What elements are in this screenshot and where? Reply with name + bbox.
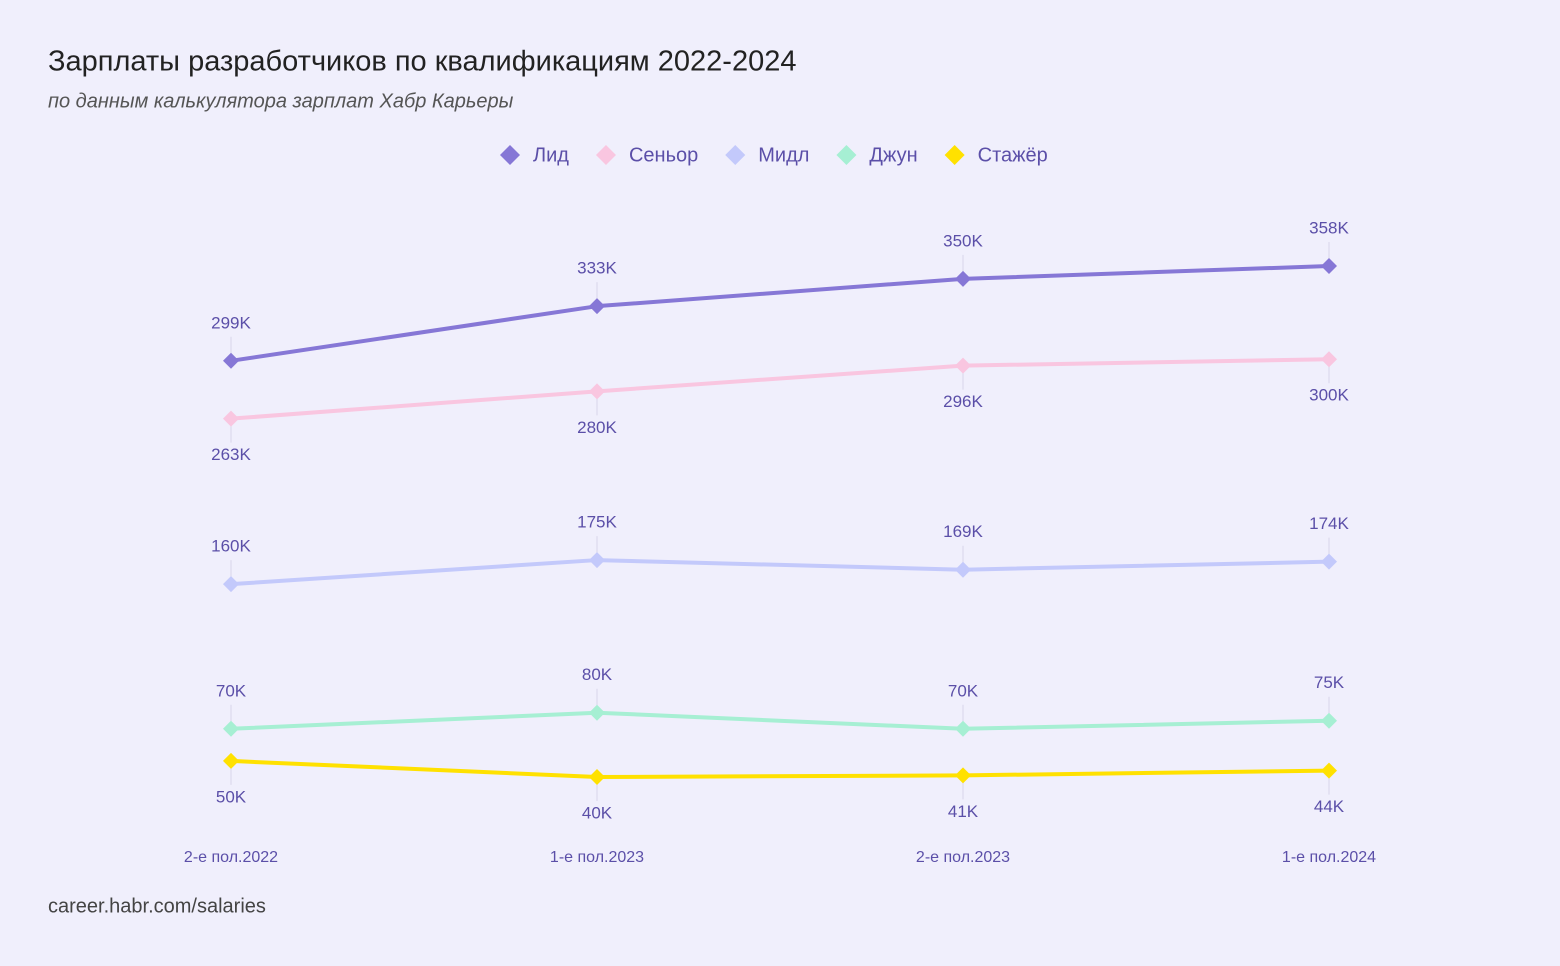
data-label: 169K: [943, 522, 983, 541]
point-marker: [955, 270, 971, 287]
x-tick-label: 1-е пол.2023: [550, 849, 644, 866]
data-label: 296K: [943, 392, 983, 411]
legend-label: Мидл: [758, 144, 809, 166]
data-label: 174K: [1309, 514, 1349, 533]
data-label: 358K: [1309, 218, 1349, 237]
legend-marker: [944, 145, 965, 165]
point-marker: [1321, 553, 1337, 570]
point-marker: [955, 357, 971, 374]
legend-marker: [595, 145, 616, 165]
data-label: 41K: [948, 802, 979, 821]
point-marker: [223, 410, 239, 427]
point-marker: [223, 576, 239, 593]
data-label: 50K: [216, 787, 247, 806]
point-marker: [1321, 712, 1337, 729]
x-tick-label: 1-е пол.2024: [1282, 849, 1376, 866]
point-marker: [223, 352, 239, 369]
legend-label: Джун: [869, 144, 917, 166]
x-tick-label: 2-е пол.2023: [916, 849, 1010, 866]
point-marker: [589, 704, 605, 721]
data-label: 40K: [582, 803, 613, 822]
data-label: 300K: [1309, 386, 1349, 405]
point-marker: [1321, 351, 1337, 368]
series-line: [230, 264, 1330, 363]
data-label: 350K: [943, 231, 983, 250]
source: career.habr.com/salaries: [48, 895, 266, 917]
point-marker: [223, 752, 239, 769]
legend-label: Стажёр: [978, 144, 1048, 166]
x-tick-label: 2-е пол.2022: [184, 849, 278, 866]
legend-marker: [725, 145, 746, 165]
legend-label: Сеньор: [629, 144, 698, 166]
data-label: 75K: [1314, 673, 1345, 692]
point-marker: [955, 767, 971, 784]
data-label: 280K: [577, 418, 617, 437]
data-label: 70K: [948, 681, 979, 700]
point-marker: [1321, 762, 1337, 779]
series-line: [230, 357, 1330, 421]
point-marker: [955, 720, 971, 737]
point-marker: [589, 769, 605, 785]
data-label: 299K: [211, 313, 251, 332]
data-label: 333K: [577, 259, 617, 278]
point-marker: [1321, 258, 1337, 274]
data-label: 70K: [216, 681, 247, 700]
legend-label: Лид: [533, 144, 569, 166]
data-label: 44K: [1314, 797, 1345, 816]
data-label: 263K: [211, 445, 251, 464]
point-marker: [589, 552, 605, 569]
series-line: [230, 758, 1330, 779]
legend-marker: [500, 145, 520, 165]
data-label: 175K: [577, 513, 617, 532]
point-marker: [955, 561, 971, 578]
point-marker: [589, 298, 605, 315]
data-label: 80K: [582, 665, 613, 684]
point-marker: [589, 383, 605, 400]
point-marker: [223, 720, 239, 737]
series-line: [230, 558, 1330, 587]
legend-marker: [836, 145, 857, 165]
series-line: [230, 710, 1330, 731]
chart-title: Зарплаты разработчиков по квалификациям …: [48, 46, 796, 78]
data-label: 160K: [211, 537, 251, 556]
chart-subtitle: по данным калькулятора зарплат Хабр Карь…: [48, 90, 514, 112]
